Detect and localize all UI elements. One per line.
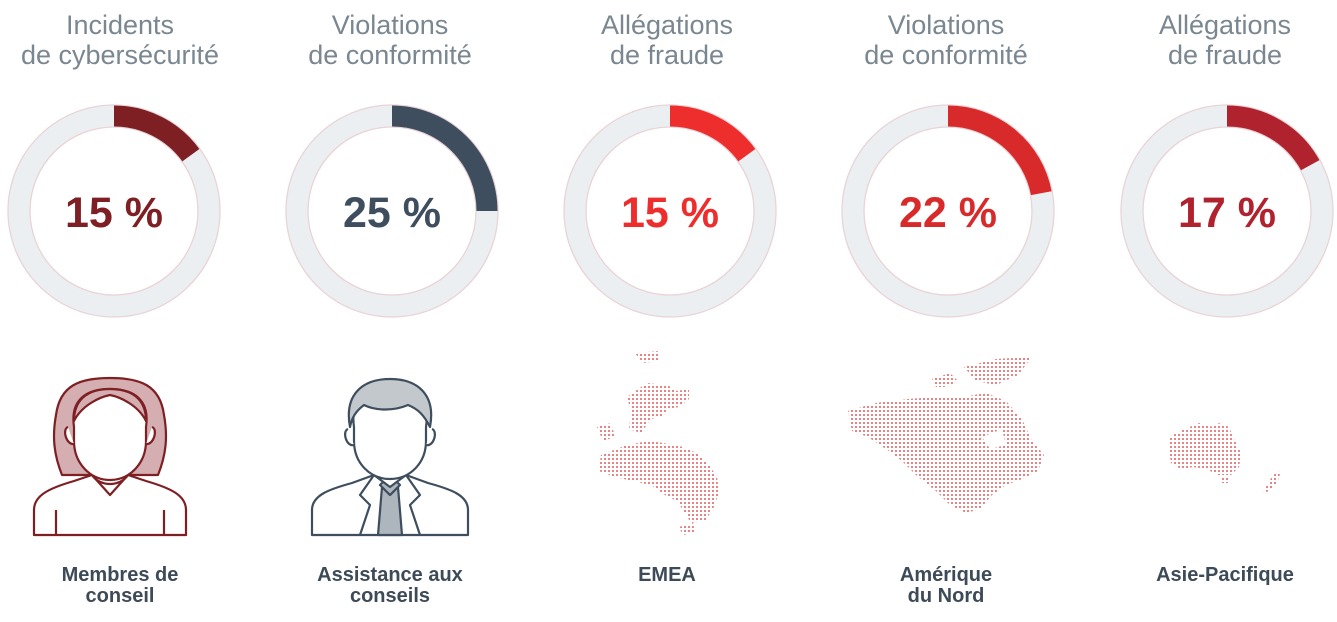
donut-svg: 22 %	[841, 104, 1055, 318]
donut-ring: 17 %	[1119, 103, 1335, 319]
woman-avatar-icon	[10, 345, 210, 540]
chart-title-line: Violations	[331, 10, 449, 40]
north-america-map-icon	[846, 345, 1046, 540]
chart-column-north-america: Violations de conformité 22 %	[826, 0, 1066, 622]
chart-title-line: Violations	[887, 10, 1005, 40]
category-label: Assistance aux conseils	[270, 565, 510, 607]
chart-title-line: de conformité	[308, 40, 472, 70]
chart-title-line: de fraude	[609, 40, 725, 70]
category-label-line: Asie-Pacifique	[1156, 564, 1294, 586]
donut-inner-outline	[1142, 126, 1312, 296]
category-label-line: conseil	[85, 585, 155, 607]
category-label: Membres de conseil	[0, 565, 240, 607]
chart-title: Allégations de fraude	[547, 10, 787, 70]
donut-svg: 15 %	[7, 104, 221, 318]
chart-title-line: de fraude	[1167, 40, 1283, 70]
chart-column-asia-pacific: Allégations de fraude 17 %	[1105, 0, 1337, 622]
chart-column-board-members: Incidents de cybersécurité 15 %	[0, 0, 240, 622]
chart-column-board-support: Violations de conformité 25 %	[270, 0, 510, 622]
chart-title-line: de cybersécurité	[20, 40, 220, 70]
donut-outer-outline	[841, 104, 1055, 318]
chart-title: Violations de conformité	[826, 10, 1066, 70]
donut-value-arc	[1226, 105, 1320, 171]
donut-value-arc	[669, 105, 756, 162]
donut-inner-outline	[585, 126, 755, 296]
donut-svg: 15 %	[563, 104, 777, 318]
donut-svg: 25 %	[285, 104, 499, 318]
chart-title-line: Incidents	[65, 10, 175, 40]
category-label-line: Amérique	[899, 564, 993, 586]
donut-svg: 17 %	[1120, 104, 1334, 318]
category-label-line: Membres de	[61, 564, 179, 586]
donut-outer-outline	[285, 104, 499, 318]
man-avatar-icon	[290, 345, 490, 540]
donut-ring: 15 %	[562, 103, 778, 319]
category-label-line: conseils	[349, 585, 431, 607]
donut-ring: 15 %	[6, 103, 222, 319]
chart-column-emea: Allégations de fraude 15 %	[547, 0, 787, 622]
donut-outer-outline	[1120, 104, 1334, 318]
donut-value-arc	[391, 105, 498, 212]
donut-value-label: 15 %	[65, 189, 163, 237]
category-label-line: Assistance aux	[317, 564, 463, 586]
donut-ring: 22 %	[840, 103, 1056, 319]
chart-title: Allégations de fraude	[1105, 10, 1337, 70]
donut-value-label: 17 %	[1178, 189, 1276, 237]
donut-value-label: 22 %	[899, 189, 997, 237]
donut-outer-outline	[7, 104, 221, 318]
chart-title: Violations de conformité	[270, 10, 510, 70]
emea-map-icon	[567, 345, 767, 540]
category-label-line: du Nord	[907, 585, 985, 607]
category-label-line: EMEA	[638, 564, 696, 586]
donut-ring: 25 %	[284, 103, 500, 319]
donut-value-arc	[947, 105, 1052, 196]
category-label: Asie-Pacifique	[1105, 565, 1337, 586]
donut-value-arc	[113, 105, 200, 162]
asia-pacific-map-icon	[1125, 345, 1325, 540]
chart-title-line: de conformité	[864, 40, 1028, 70]
donut-inner-outline	[863, 126, 1033, 296]
chart-title: Incidents de cybersécurité	[0, 10, 240, 70]
category-label: Amérique du Nord	[826, 565, 1066, 607]
donut-value-label: 15 %	[621, 189, 719, 237]
category-label: EMEA	[547, 565, 787, 586]
donut-value-label: 25 %	[343, 189, 441, 237]
chart-title-line: Allégations	[600, 10, 734, 40]
donut-outer-outline	[563, 104, 777, 318]
donut-inner-outline	[29, 126, 199, 296]
chart-title-line: Allégations	[1158, 10, 1292, 40]
donut-inner-outline	[307, 126, 477, 296]
